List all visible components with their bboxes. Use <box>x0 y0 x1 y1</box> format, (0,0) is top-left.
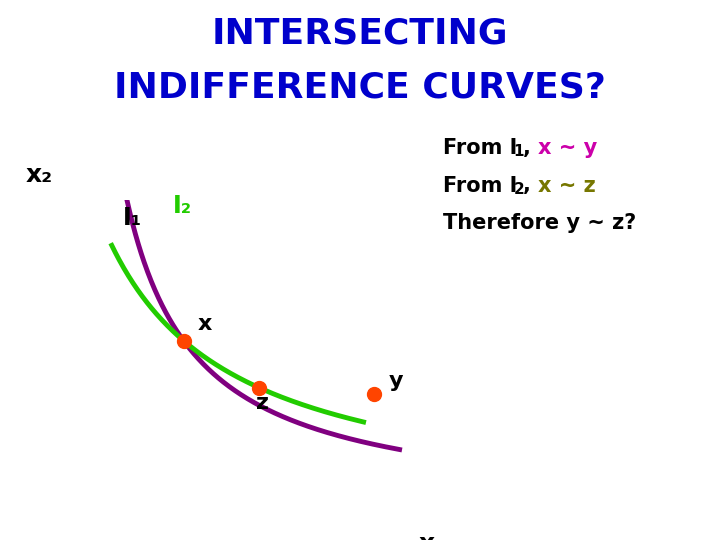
Text: INDIFFERENCE CURVES?: INDIFFERENCE CURVES? <box>114 70 606 104</box>
Text: x₁: x₁ <box>418 532 446 540</box>
Text: INTERSECTING: INTERSECTING <box>212 16 508 50</box>
Text: x ~ y: x ~ y <box>538 138 597 158</box>
Text: ,: , <box>523 176 545 195</box>
Text: x: x <box>198 314 212 334</box>
Text: From I: From I <box>443 176 517 195</box>
Text: ,: , <box>523 138 545 158</box>
Text: 1: 1 <box>513 144 524 159</box>
Text: x₂: x₂ <box>26 163 53 187</box>
Text: x ~ z: x ~ z <box>538 176 595 195</box>
Text: I₂: I₂ <box>173 193 192 218</box>
Text: z: z <box>256 393 269 413</box>
Text: 2: 2 <box>513 182 524 197</box>
Text: y: y <box>389 371 403 391</box>
Text: Therefore y ~ z?: Therefore y ~ z? <box>443 213 636 233</box>
Text: From I: From I <box>443 138 517 158</box>
Text: I₁: I₁ <box>122 206 142 230</box>
